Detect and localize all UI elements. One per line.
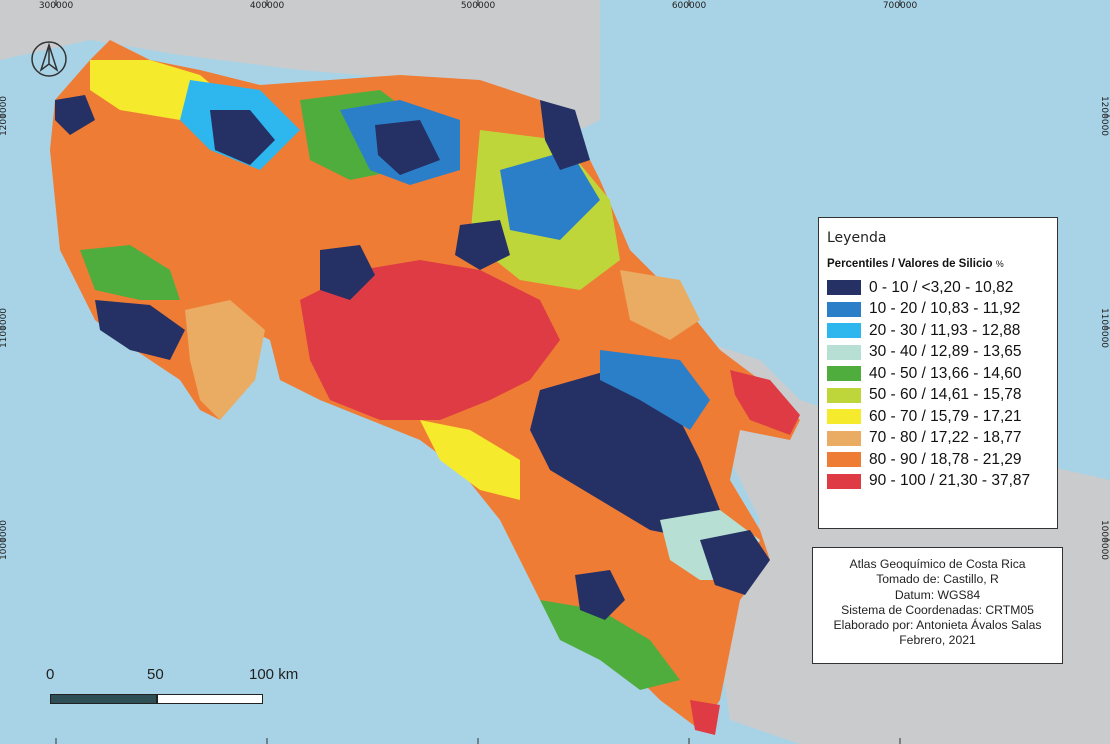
patch-darkblue-nicoya <box>95 300 185 360</box>
scale-label-0: 0 <box>46 666 55 683</box>
tick-left-2: 1100000 <box>0 307 9 349</box>
patch-darkblue-north <box>210 110 275 165</box>
patch-lightorange-east <box>620 270 700 340</box>
legend-item: 60 - 70 / 15,79 - 17,21 <box>827 406 1049 428</box>
legend-label: 70 - 80 / 17,22 - 18,77 <box>869 429 1022 447</box>
tick-top-1: 300000 <box>38 1 74 11</box>
patch-blue-talamanca <box>600 350 710 430</box>
tick-top-2: 400000 <box>249 1 285 11</box>
patch-darkblue-caribbean <box>540 100 590 170</box>
legend-label: 40 - 50 / 13,66 - 14,60 <box>869 364 1022 382</box>
patch-blue-caribbean <box>500 150 600 240</box>
legend-label: 80 - 90 / 18,78 - 21,29 <box>869 450 1022 468</box>
patch-darkblue-mid <box>320 245 375 300</box>
patch-green-osa <box>540 600 680 690</box>
patch-darkblue-nw <box>55 95 95 135</box>
tick-right-3: 1000000 <box>1099 519 1109 561</box>
legend-label: 60 - 70 / 15,79 - 17,21 <box>869 407 1022 425</box>
patch-red-south-tip <box>690 700 720 735</box>
legend-item: 20 - 30 / 11,93 - 12,88 <box>827 320 1049 342</box>
legend-swatch <box>827 387 861 403</box>
patch-darkblue-mid2 <box>455 220 510 270</box>
scale-segment-dark <box>50 694 157 704</box>
patch-lightorange-nicoya <box>185 300 265 420</box>
info-title: Atlas Geoquímico de Costa Rica <box>849 557 1026 571</box>
legend-swatch <box>827 430 861 446</box>
legend-swatch <box>827 280 861 296</box>
legend-swatch <box>827 473 861 489</box>
legend-swatch <box>827 409 861 425</box>
legend-item: 30 - 40 / 12,89 - 13,65 <box>827 342 1049 364</box>
patch-red-center <box>300 260 560 420</box>
info-source: Tomado de: Castillo, R <box>876 572 999 587</box>
legend-header: Percentiles / Valores de Silicio % <box>827 258 1049 270</box>
patch-darkblue-ne <box>375 120 440 175</box>
tick-top-5: 700000 <box>882 1 918 11</box>
info-date: Febrero, 2021 <box>899 633 976 648</box>
legend-header-text: Percentiles / Valores de Silicio <box>827 258 993 270</box>
tick-top-4: 600000 <box>671 1 707 11</box>
north-arrow-icon <box>30 40 68 78</box>
tick-right-2: 1100000 <box>1099 307 1109 349</box>
tick-left-3: 1000000 <box>0 519 9 561</box>
legend-label: 10 - 20 / 10,83 - 11,92 <box>869 300 1021 318</box>
legend-label: 0 - 10 / <3,20 - 10,82 <box>869 278 1014 296</box>
scale-label-100: 100 km <box>249 666 299 683</box>
legend-item: 50 - 60 / 14,61 - 15,78 <box>827 385 1049 407</box>
legend-swatch <box>827 344 861 360</box>
legend-panel: Leyenda Percentiles / Valores de Silicio… <box>818 217 1058 529</box>
scale-label-50: 50 <box>147 666 164 683</box>
patch-green-nicoya <box>80 245 180 300</box>
legend-swatch <box>827 366 861 382</box>
legend-label: 50 - 60 / 14,61 - 15,78 <box>869 386 1022 404</box>
info-crs: Sistema de Coordenadas: CRTM05 <box>841 602 1034 617</box>
patch-yellow-south <box>420 420 520 500</box>
legend-item: 10 - 20 / 10,83 - 11,92 <box>827 299 1049 321</box>
info-datum: Datum: WGS84 <box>894 587 981 602</box>
legend-item: 70 - 80 / 17,22 - 18,77 <box>827 428 1049 450</box>
legend-label: 30 - 40 / 12,89 - 13,65 <box>869 343 1022 361</box>
legend-item: 0 - 10 / <3,20 - 10,82 <box>827 277 1049 299</box>
info-box: Atlas Geoquímico de Costa Rica Tomado de… <box>812 547 1063 664</box>
legend-swatch <box>827 301 861 317</box>
tick-top-3: 500000 <box>460 1 496 11</box>
info-author: Elaborado por: Antonieta Ávalos Salas <box>833 618 1042 633</box>
legend-label: 90 - 100 / 21,30 - 37,87 <box>869 472 1031 490</box>
legend-swatch <box>827 323 861 339</box>
legend-rows: 0 - 10 / <3,20 - 10,82 10 - 20 / 10,83 - … <box>827 277 1049 492</box>
legend-item: 90 - 100 / 21,30 - 37,87 <box>827 471 1049 493</box>
patch-darkblue-se <box>700 530 770 595</box>
patch-red-east <box>730 370 800 435</box>
legend-swatch <box>827 452 861 468</box>
scale-bar: 0 50 100 km <box>46 666 298 716</box>
legend-item: 40 - 50 / 13,66 - 14,60 <box>827 363 1049 385</box>
nicaragua-land <box>0 0 600 140</box>
legend-label: 20 - 30 / 11,93 - 12,88 <box>869 321 1021 339</box>
tick-left-1: 1200000 <box>0 95 9 137</box>
legend-unit: % <box>995 259 1004 269</box>
tick-right-1: 1200000 <box>1099 95 1109 137</box>
legend-item: 80 - 90 / 18,78 - 21,29 <box>827 449 1049 471</box>
legend-title: Leyenda <box>827 230 887 246</box>
scale-segment-light <box>157 694 263 704</box>
patch-darkblue-osa <box>575 570 625 620</box>
